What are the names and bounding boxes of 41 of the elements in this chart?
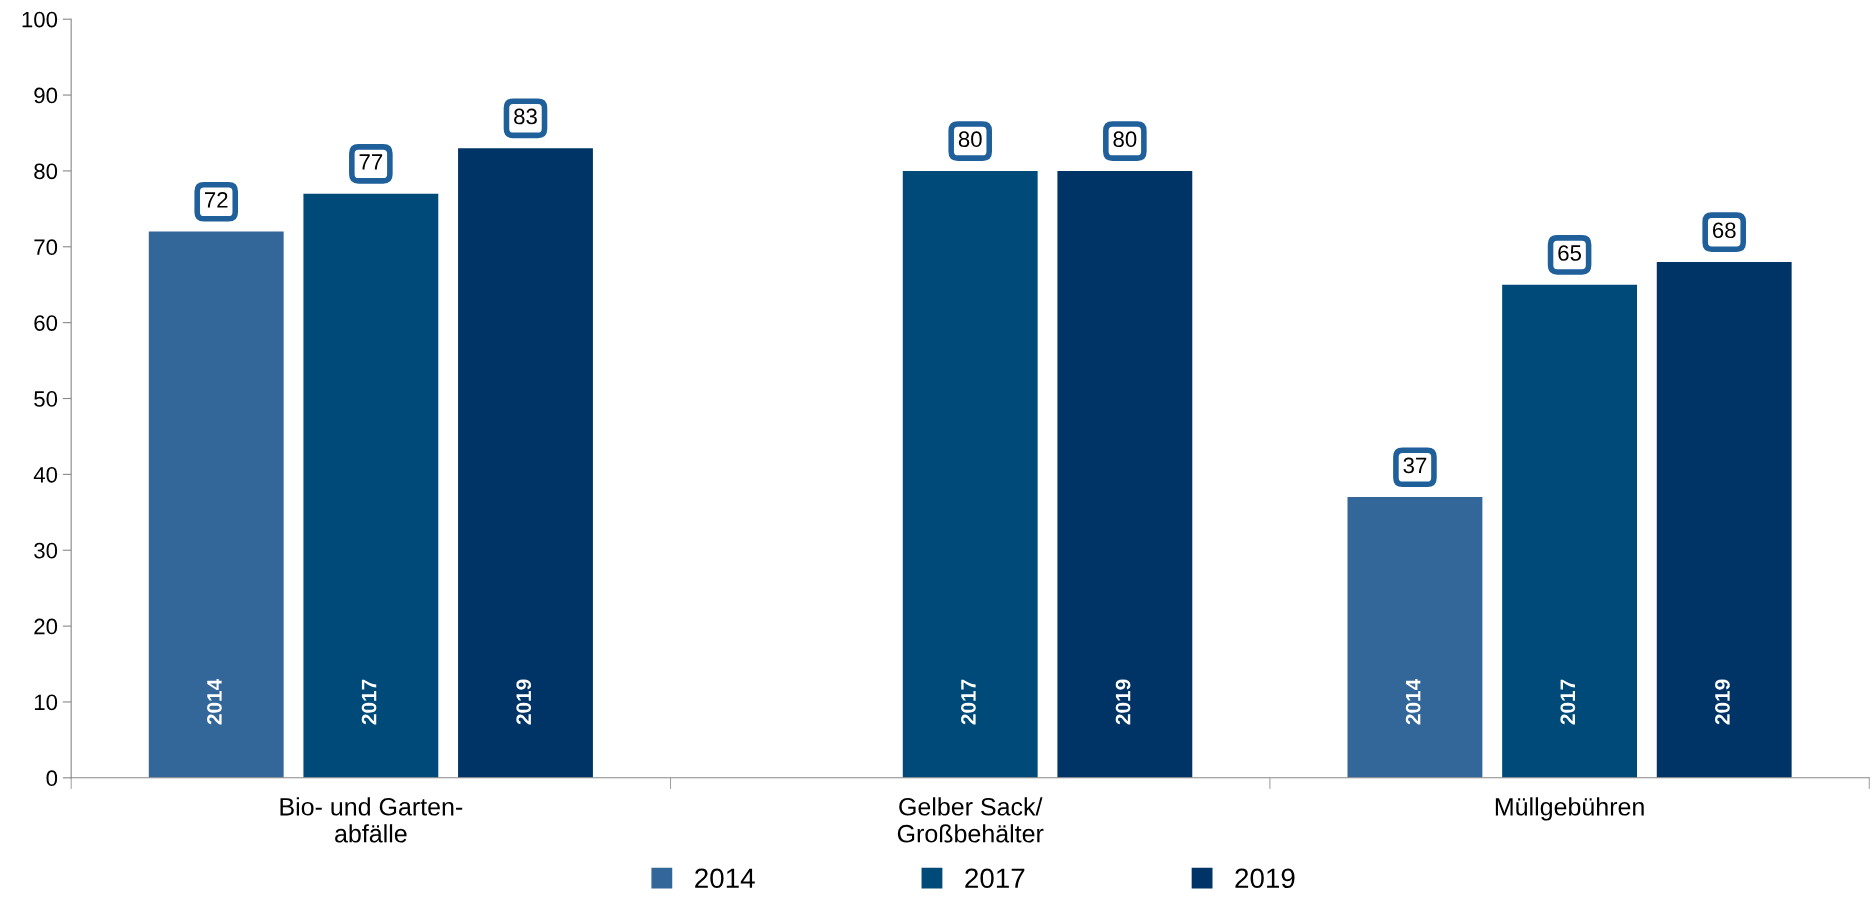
bar xyxy=(458,148,593,778)
y-tick-label: 40 xyxy=(33,466,58,483)
text: 2017 xyxy=(1560,679,1576,725)
bar xyxy=(902,170,1038,778)
y-tick-label: 20 xyxy=(34,618,58,635)
legend-label: 2017 xyxy=(965,868,1025,889)
x-tick-label: Gelber Sack/ Großbehälter xyxy=(897,797,1044,843)
y-tick-label: 10 xyxy=(34,694,58,711)
y-tick-label: 50 xyxy=(34,391,58,407)
legend-label: 2019 xyxy=(1235,868,1295,889)
x-tick-label: Müllgebühren xyxy=(1495,797,1644,821)
y-tick-label: 70 xyxy=(34,239,58,256)
text: 2019 xyxy=(1115,679,1131,725)
y-tick-label: 80 xyxy=(34,163,58,180)
data-label: 65 xyxy=(1558,245,1581,261)
legend-label: 2014 xyxy=(695,868,755,889)
bar xyxy=(1057,170,1193,778)
y-tick-label: 30 xyxy=(34,542,58,559)
data-label: 80 xyxy=(958,131,982,148)
bar xyxy=(1656,261,1792,778)
data-label: 68 xyxy=(1712,222,1736,239)
data-label: 83 xyxy=(514,108,537,125)
text: 2017 xyxy=(361,679,377,725)
text: 2019 xyxy=(516,679,532,725)
data-label: 72 xyxy=(205,192,228,208)
y-tick-label: 60 xyxy=(34,315,58,331)
bar xyxy=(303,193,439,778)
bar xyxy=(148,231,284,778)
y-tick-label: 90 xyxy=(34,87,58,104)
text: 2017 xyxy=(961,679,976,725)
data-label: 37 xyxy=(1403,457,1427,474)
bar xyxy=(1502,284,1637,778)
data-label: 80 xyxy=(1113,131,1137,148)
text: 2014 xyxy=(1405,678,1421,725)
text: 2019 xyxy=(1715,679,1730,725)
data-label: 77 xyxy=(359,154,383,170)
x-tick-label: Bio- und Garten- abfälle xyxy=(280,797,463,843)
y-tick-label: 100 xyxy=(22,11,58,28)
y-tick-label: 0 xyxy=(46,770,58,787)
text: 2014 xyxy=(207,678,222,725)
bar xyxy=(1347,497,1483,778)
